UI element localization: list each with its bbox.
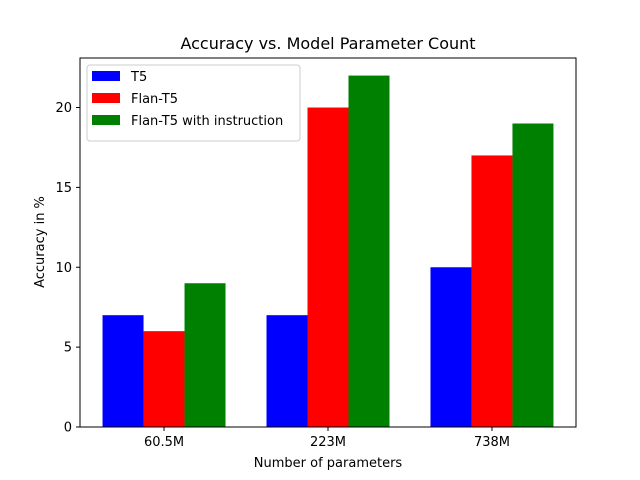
bar-flan-t5-with-instruction-738m <box>512 123 554 428</box>
legend-box <box>86 64 301 142</box>
y-tick-label: 10 <box>55 261 72 276</box>
x-tick-label: 223M <box>310 435 346 450</box>
legend-swatch <box>92 93 120 103</box>
legend-label: Flan-T5 with instruction <box>131 114 283 129</box>
bar-flan-t5-with-instruction-60-5m <box>184 283 226 427</box>
bar-flan-t5-60-5m <box>143 331 185 427</box>
y-axis: 0 5 10 15 20 <box>55 101 80 436</box>
x-tick-label: 738M <box>474 435 510 450</box>
legend-swatch <box>92 71 120 81</box>
bar-flan-t5-738m <box>471 155 513 427</box>
y-tick-label: 5 <box>64 341 72 356</box>
legend-swatch <box>92 115 120 125</box>
y-tick-label: 15 <box>55 181 72 196</box>
y-tick-label: 20 <box>55 101 72 116</box>
bar-t5-60-5m <box>102 315 144 427</box>
chart-title: Accuracy vs. Model Parameter Count <box>180 34 475 53</box>
bar-flan-t5-with-instruction-223m <box>348 75 390 428</box>
bar-t5-223m <box>266 315 308 427</box>
y-axis-label: Accuracy in % <box>33 196 48 288</box>
legend: T5 Flan-T5 Flan-T5 with instruction <box>86 64 301 142</box>
legend-label: T5 <box>130 70 147 85</box>
x-axis: 60.5M 223M 738M <box>144 427 510 450</box>
bar-flan-t5-223m <box>307 107 349 428</box>
bar-t5-738m <box>430 267 472 427</box>
legend-label: Flan-T5 <box>131 92 178 107</box>
bars-group <box>102 75 554 428</box>
y-tick-label: 0 <box>64 421 72 436</box>
x-axis-label: Number of parameters <box>254 456 403 471</box>
x-tick-label: 60.5M <box>144 435 184 450</box>
